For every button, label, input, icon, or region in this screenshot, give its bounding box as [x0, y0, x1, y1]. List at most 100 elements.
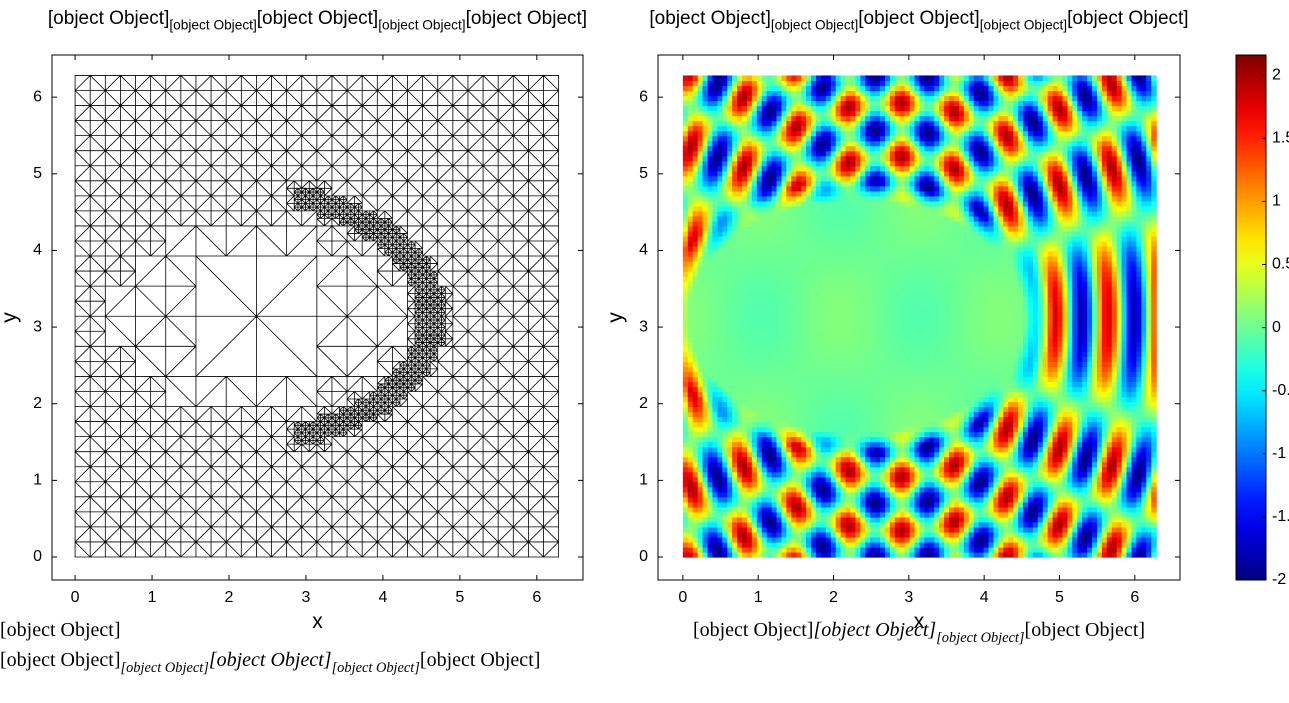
field-cell: [875, 476, 881, 483]
field-cell: [914, 496, 921, 503]
field-cell: [919, 316, 926, 322]
field-cell: [742, 246, 748, 252]
field-cell: [830, 486, 837, 493]
field-cell: [820, 165, 827, 172]
field-cell: [746, 476, 753, 483]
field-cell: [796, 546, 802, 553]
field-cell: [840, 391, 847, 398]
field-cell: [717, 341, 723, 347]
field-cell: [786, 306, 792, 312]
field-cell: [919, 471, 926, 478]
field-cell: [870, 240, 876, 247]
field-cell: [889, 491, 896, 498]
field-cell: [761, 190, 768, 197]
field-cell: [702, 311, 709, 317]
field-cell: [756, 100, 763, 107]
field-cell: [884, 411, 891, 418]
field-cell: [884, 180, 891, 187]
field-cell: [712, 481, 718, 488]
field-cell: [781, 120, 787, 127]
field-cell: [835, 271, 842, 277]
field-cell: [815, 180, 822, 187]
field-cell: [776, 256, 783, 262]
field-cell: [751, 371, 758, 378]
field-cell: [796, 436, 802, 443]
field-cell: [746, 150, 753, 157]
field-cell: [756, 496, 763, 503]
field-cell: [712, 371, 718, 378]
field-cell: [806, 215, 812, 222]
field-cell: [889, 95, 896, 102]
field-cell: [899, 200, 906, 207]
field-cell: [692, 165, 699, 172]
field-cell: [919, 240, 926, 247]
field-cell: [722, 220, 728, 227]
field-cell: [761, 160, 768, 167]
field-cell: [781, 246, 787, 252]
field-cell: [934, 411, 940, 418]
field-cell: [845, 140, 852, 147]
field-cell: [850, 190, 857, 197]
field-cell: [811, 175, 817, 182]
field-cell: [781, 546, 787, 553]
field-cell: [737, 185, 743, 192]
field-cell: [820, 195, 827, 202]
field-cell: [820, 316, 827, 322]
field-cell: [909, 406, 916, 413]
field-cell: [801, 246, 807, 252]
field-cell: [781, 496, 787, 503]
field-cell: [806, 225, 812, 232]
field-cell: [761, 491, 768, 498]
field-cell: [687, 266, 694, 272]
field-cell: [806, 316, 812, 322]
field-cell: [742, 311, 748, 317]
field-cell: [820, 271, 827, 277]
field-cell: [742, 481, 748, 488]
field-cell: [791, 526, 797, 533]
field-cell: [801, 145, 807, 152]
field-cell: [697, 426, 704, 433]
field-cell: [894, 486, 901, 493]
field-cell: [786, 416, 792, 423]
field-cell: [751, 225, 758, 232]
field-cell: [756, 205, 763, 212]
field-cell: [712, 321, 718, 327]
field-cell: [687, 230, 694, 237]
field-cell: [761, 446, 768, 453]
field-cell: [737, 431, 743, 438]
field-cell: [727, 301, 733, 307]
field-cell: [830, 296, 837, 302]
field-cell: [707, 406, 714, 413]
field-cell: [806, 371, 812, 378]
field-cell: [934, 391, 940, 398]
field-cell: [697, 296, 704, 302]
field-cell: [919, 386, 926, 393]
field-cell: [865, 286, 871, 292]
field-cell: [855, 150, 861, 157]
field-cell: [845, 165, 852, 172]
field-cell: [687, 366, 694, 373]
field-cell: [835, 195, 842, 202]
field-cell: [825, 200, 832, 207]
field-cell: [727, 476, 733, 483]
field-cell: [865, 496, 871, 503]
field-cell: [766, 195, 773, 202]
field-cell: [722, 411, 728, 418]
field-cell: [737, 85, 743, 92]
field-cell: [786, 486, 792, 493]
field-cell: [909, 356, 916, 362]
field-cell: [811, 190, 817, 197]
field-cell: [840, 95, 847, 102]
field-cell: [702, 185, 709, 192]
field-cell: [697, 205, 704, 212]
field-cell: [732, 426, 738, 433]
field-cell: [786, 95, 792, 102]
field-cell: [766, 431, 773, 438]
field-cell: [697, 190, 704, 197]
field-cell: [746, 386, 753, 393]
field-cell: [870, 491, 876, 498]
field-cell: [771, 140, 778, 147]
field-cell: [835, 80, 842, 87]
field-cell: [865, 461, 871, 468]
field-cell: [904, 456, 911, 463]
